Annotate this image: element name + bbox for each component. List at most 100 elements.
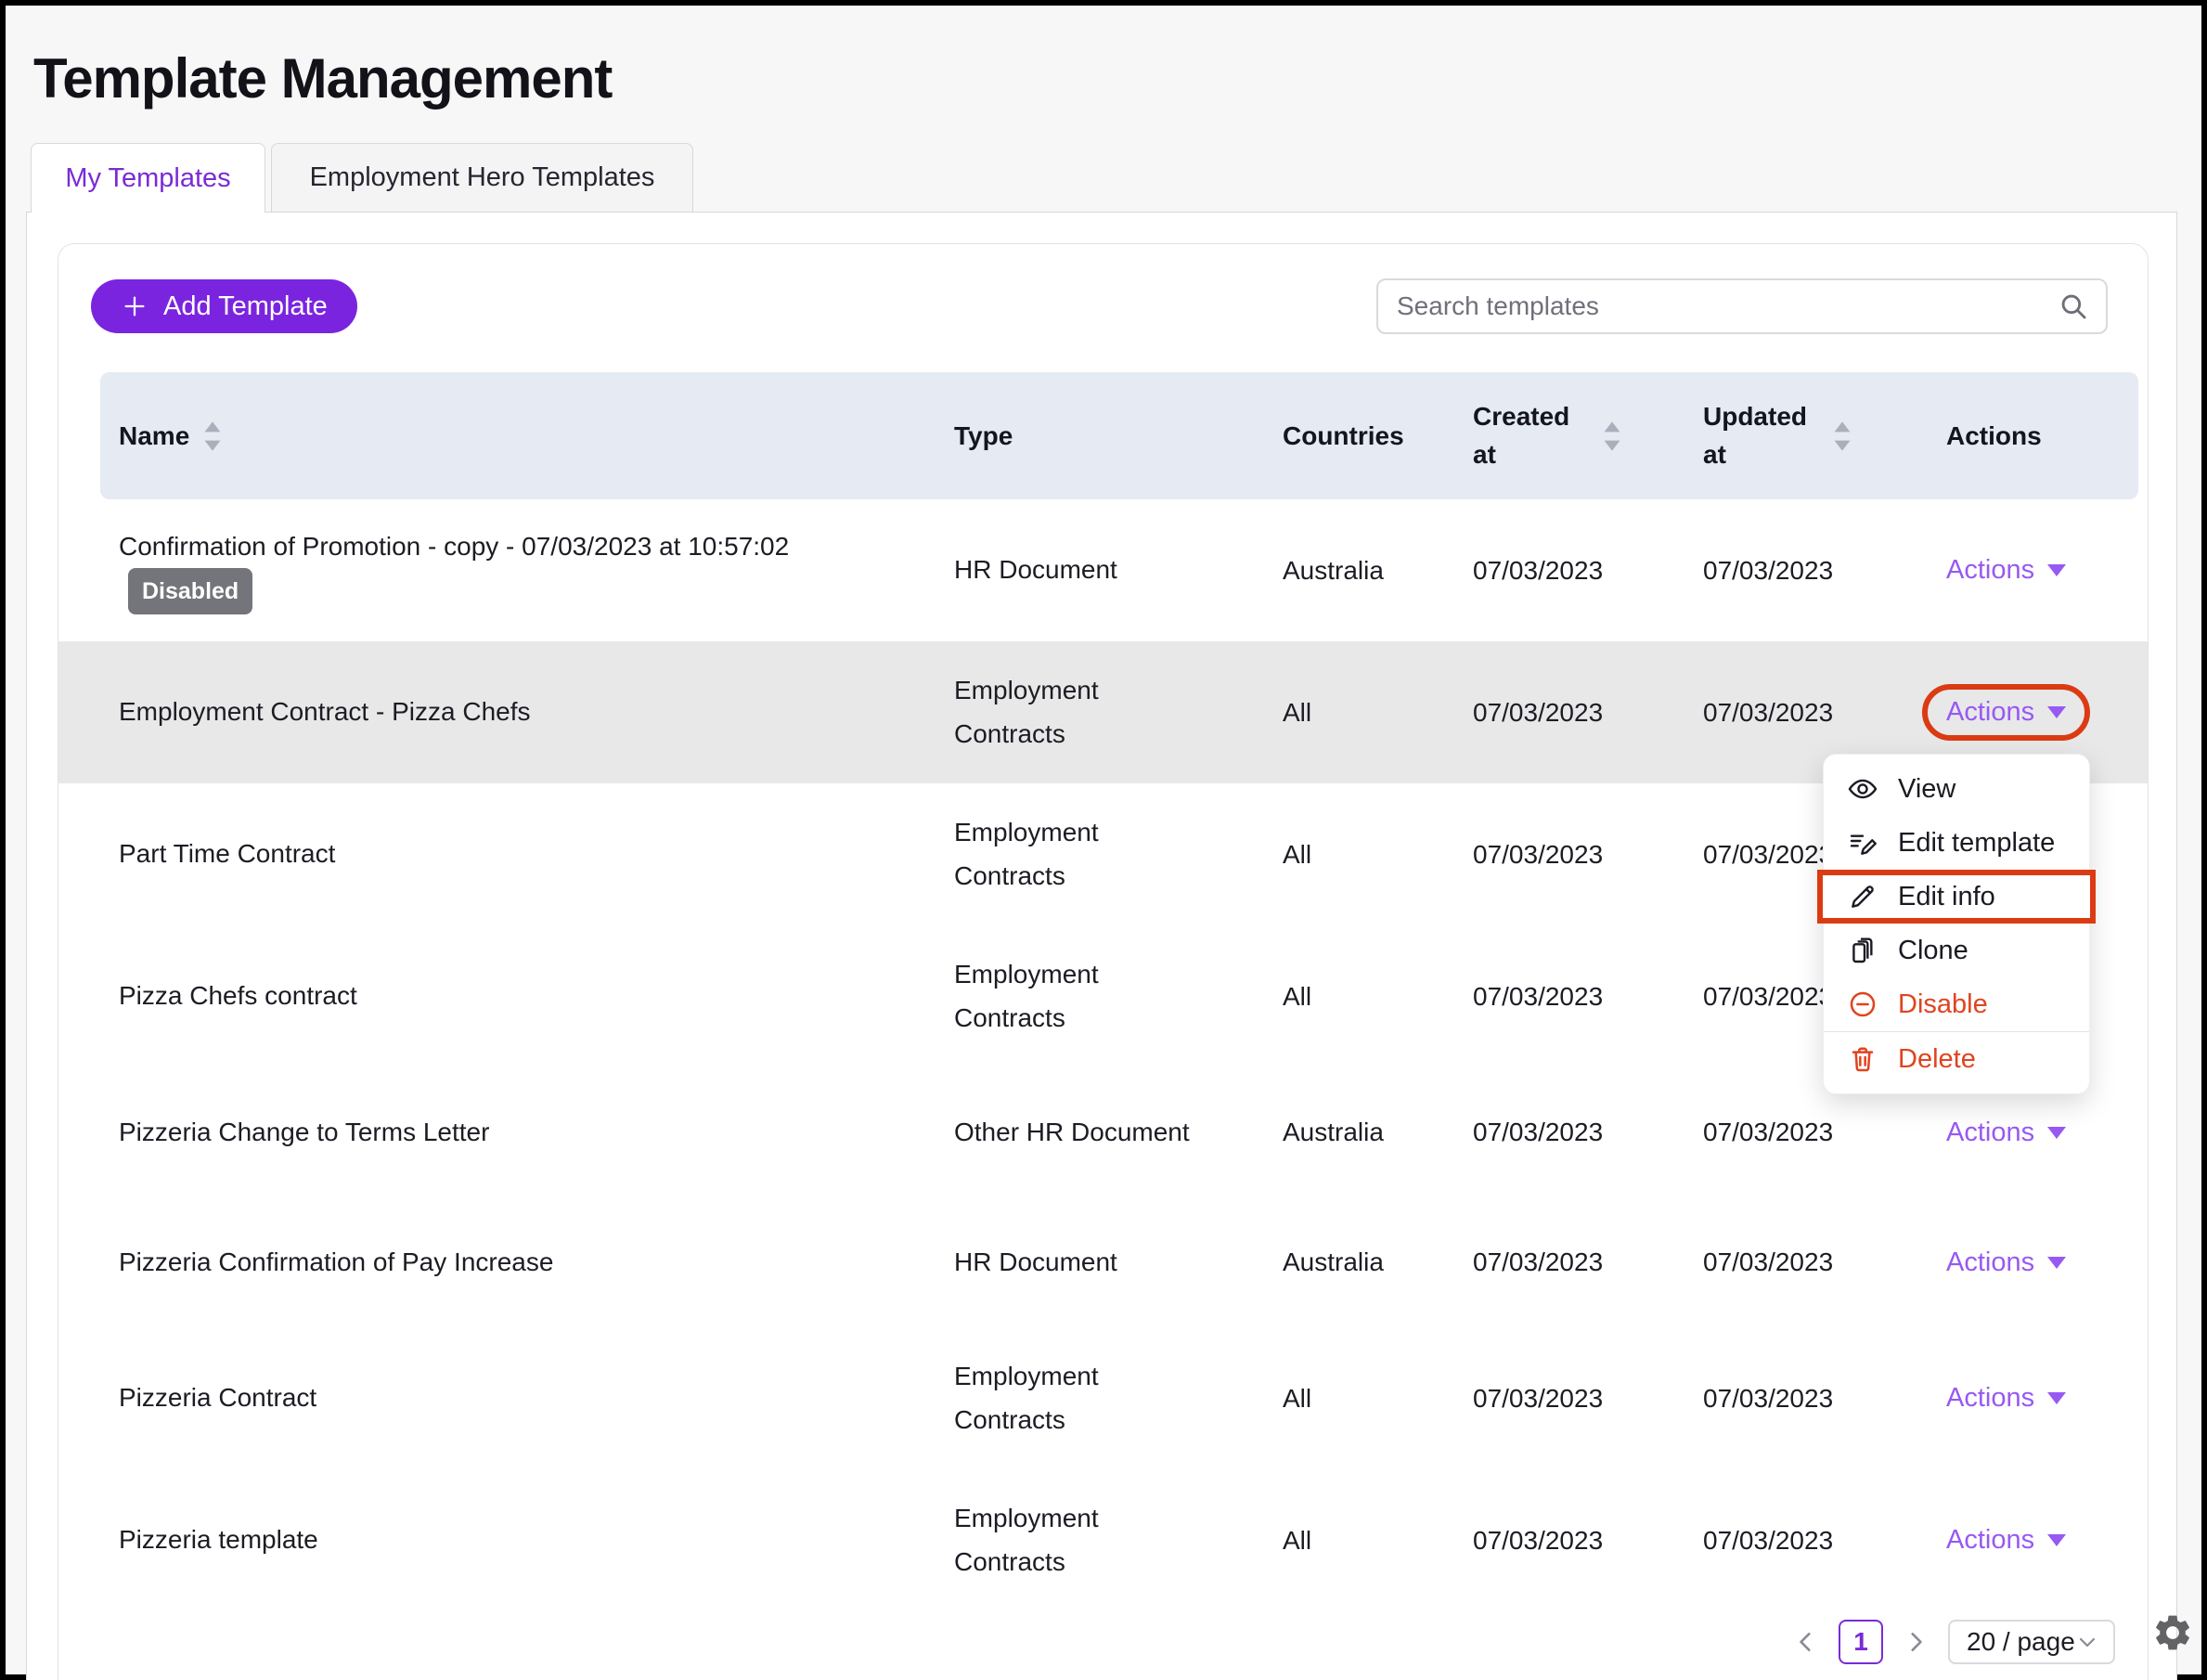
template-type: Other HR Document [954,1117,1190,1146]
tab-employment-hero-templates[interactable]: Employment Hero Templates [271,143,693,213]
gear-icon[interactable] [2151,1611,2194,1654]
template-name-cell: Confirmation of Promotion - copy - 07/03… [119,526,838,614]
template-name: Pizzeria Contract [119,1383,317,1413]
created-at: 07/03/2023 [1473,697,1604,727]
annotation-circle: Actions [1922,684,2091,741]
column-header-updated-at[interactable]: Updated at [1703,398,1946,473]
updated-at: 07/03/2023 [1703,1118,1834,1146]
template-type: Employment Contracts [954,1362,1099,1434]
search-icon[interactable] [2058,291,2089,322]
updated-at: 07/03/2023 [1703,1383,1834,1413]
menu-item-clone[interactable]: Clone [1824,924,2089,977]
chevron-left-icon[interactable] [1794,1630,1818,1654]
search-input[interactable] [1378,291,2058,321]
chevron-down-icon [2047,1392,2067,1404]
status-badge: Disabled [128,567,253,614]
actions-label: Actions [1946,697,2035,727]
actions-label: Actions [1946,1117,2035,1147]
actions-dropdown-button[interactable]: Actions [1946,555,2067,586]
table-row: Pizzeria Confirmation of Pay Increase HR… [58,1197,2148,1327]
column-header-type: Type [954,421,1283,451]
column-label: Created at [1473,401,1570,469]
sort-icon[interactable] [1602,420,1622,451]
template-name: Pizzeria template [119,1525,318,1555]
table-row: Employment Contract - Pizza Chefs Employ… [58,641,2148,783]
menu-item-label: Clone [1898,935,1968,965]
add-template-label: Add Template [163,291,328,321]
column-label: Countries [1283,420,1404,450]
page-size-select[interactable]: 20 / page [1948,1620,2115,1664]
template-countries: All [1283,981,1312,1011]
template-countries: Australia [1283,555,1384,585]
menu-item-label: Edit info [1898,881,1995,911]
chevron-right-icon[interactable] [1904,1630,1928,1654]
tab-my-templates[interactable]: My Templates [31,143,265,213]
template-name: Pizzeria Change to Terms Letter [119,1117,490,1146]
sort-icon[interactable] [1832,420,1852,451]
template-countries: All [1283,697,1312,727]
trash-icon [1848,1044,1878,1074]
actions-dropdown-button[interactable]: Actions [1946,1247,2067,1278]
template-type: Employment Contracts [954,676,1099,748]
column-label: Type [954,420,1013,450]
page-size-value: 20 / page [1967,1627,2075,1656]
actions-dropdown-button[interactable]: Actions [1946,697,2067,728]
template-name: Confirmation of Promotion - copy - 07/03… [119,532,790,562]
template-countries: All [1283,1525,1312,1555]
edit-document-icon [1848,828,1878,858]
column-label: Updated at [1703,401,1807,469]
updated-at: 07/03/2023 [1703,839,1834,869]
template-countries: Australia [1283,1247,1384,1276]
chevron-down-icon [2076,1631,2098,1653]
column-header-name[interactable]: Name [119,421,954,451]
add-template-button[interactable]: Add Template [91,279,357,333]
menu-item-edit-info[interactable]: Edit info [1817,870,2096,924]
actions-label: Actions [1946,1383,2035,1413]
updated-at: 07/03/2023 [1703,697,1834,727]
created-at: 07/03/2023 [1473,1118,1604,1146]
template-name: Part Time Contract [119,839,336,869]
menu-divider [1824,1031,2089,1032]
actions-dropdown-button[interactable]: Actions [1946,1525,2067,1556]
menu-item-label: Delete [1898,1043,1976,1074]
created-at: 07/03/2023 [1473,1525,1604,1555]
created-at: 07/03/2023 [1473,555,1604,585]
updated-at: 07/03/2023 [1703,1525,1834,1555]
page-number-button[interactable]: 1 [1839,1620,1883,1664]
created-at: 07/03/2023 [1473,839,1604,869]
updated-at: 07/03/2023 [1703,555,1834,585]
updated-at: 07/03/2023 [1703,981,1834,1011]
menu-item-label: Disable [1898,989,1988,1019]
column-header-created-at[interactable]: Created at [1473,398,1703,473]
column-header-actions: Actions [1946,421,2120,451]
chevron-down-icon [2047,564,2067,576]
created-at: 07/03/2023 [1473,1383,1604,1413]
menu-item-view[interactable]: View [1824,762,2089,816]
updated-at: 07/03/2023 [1703,1247,1834,1276]
menu-item-edit-template[interactable]: Edit template [1824,816,2089,870]
template-name: Pizzeria Confirmation of Pay Increase [119,1247,554,1276]
chevron-down-icon [2047,1256,2067,1269]
template-type: Employment Contracts [954,818,1099,890]
created-at: 07/03/2023 [1473,981,1604,1011]
template-type: Employment Contracts [954,1504,1099,1576]
menu-item-label: Edit template [1898,827,2056,858]
column-header-countries: Countries [1283,421,1473,451]
table-row: Pizza Chefs contract Employment Contract… [58,925,2148,1067]
menu-item-disable[interactable]: Disable [1824,977,2089,1031]
actions-dropdown-button[interactable]: Actions [1946,1117,2067,1148]
actions-dropdown-button[interactable]: Actions [1946,1383,2067,1414]
actions-label: Actions [1946,1525,2035,1555]
template-countries: Australia [1283,1118,1384,1146]
chevron-down-icon [2047,1534,2067,1546]
column-label: Name [119,420,190,450]
template-type: HR Document [954,555,1117,585]
chevron-down-icon [2047,706,2067,718]
table-row: Pizzeria Change to Terms Letter Other HR… [58,1067,2148,1197]
column-label: Actions [1946,420,2042,450]
sort-icon[interactable] [202,420,223,451]
menu-item-delete[interactable]: Delete [1824,1032,2089,1086]
template-countries: All [1283,1383,1312,1413]
template-name: Pizza Chefs contract [119,981,357,1011]
